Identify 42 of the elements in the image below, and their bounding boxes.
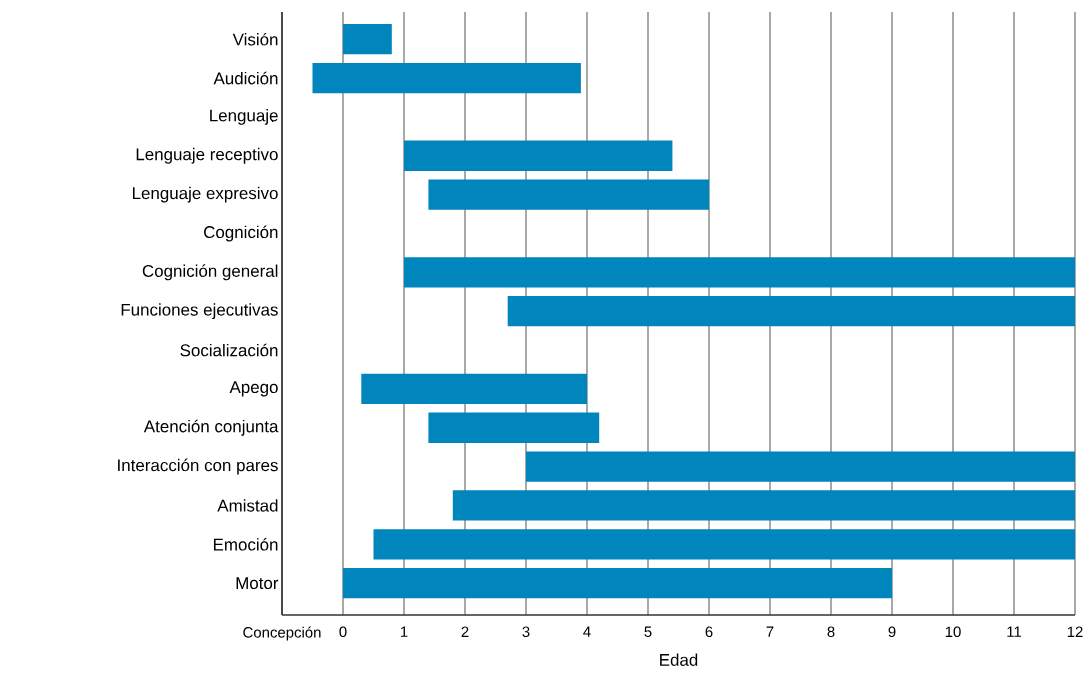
y-tick-label: Lenguaje receptivo [136, 147, 278, 164]
x-tick-label: 6 [705, 626, 713, 638]
bar [312, 62, 581, 94]
y-tick-label: Emoción [213, 537, 278, 551]
bar [361, 373, 587, 405]
bar [428, 412, 600, 443]
x-tick-label: 8 [827, 626, 835, 638]
bar [343, 568, 893, 599]
y-tick-label: Socialización [180, 343, 278, 357]
bar [526, 451, 1076, 482]
bar [428, 179, 710, 210]
x-tick-label: 1 [400, 626, 408, 637]
bar [507, 296, 1076, 327]
bar [452, 490, 1076, 521]
bar [343, 24, 392, 55]
x-tick-label: 5 [644, 626, 652, 637]
x-tick-label: 10 [945, 626, 961, 638]
y-tick-label: Amistad [217, 499, 278, 512]
y-tick-label: Funciones ejecutivas [121, 303, 278, 320]
y-tick-label: Apego [229, 381, 278, 397]
x-axis-title: Edad [660, 653, 698, 666]
x-tick-label: 7 [766, 626, 774, 637]
x-tick-label: 0 [339, 626, 347, 638]
bar [404, 140, 673, 171]
y-tick-label: Lenguaje expresivo [132, 186, 278, 203]
y-tick-label: Audición [213, 71, 278, 85]
y-tick-label: Visión [232, 32, 278, 46]
x-tick-label: 2 [461, 626, 469, 637]
y-tick-label: Cognición general [142, 264, 278, 281]
x-tick-label: 11 [1007, 626, 1022, 637]
y-tick-label: Motor [236, 577, 279, 590]
x-tick-label: 12 [1067, 626, 1083, 637]
x-tick-label: Concepción [243, 626, 321, 641]
x-tick-label: 9 [888, 626, 896, 638]
x-tick-label: 4 [583, 626, 591, 637]
y-tick-label: Cognición [204, 225, 278, 242]
bar [404, 257, 1076, 288]
y-tick-label: Atención conjunta [143, 419, 279, 436]
y-tick-label: Interacción con pares [118, 458, 278, 475]
y-tick-label: Lenguaje [210, 109, 278, 125]
bar [373, 529, 1076, 560]
x-tick-label: 3 [522, 626, 530, 638]
